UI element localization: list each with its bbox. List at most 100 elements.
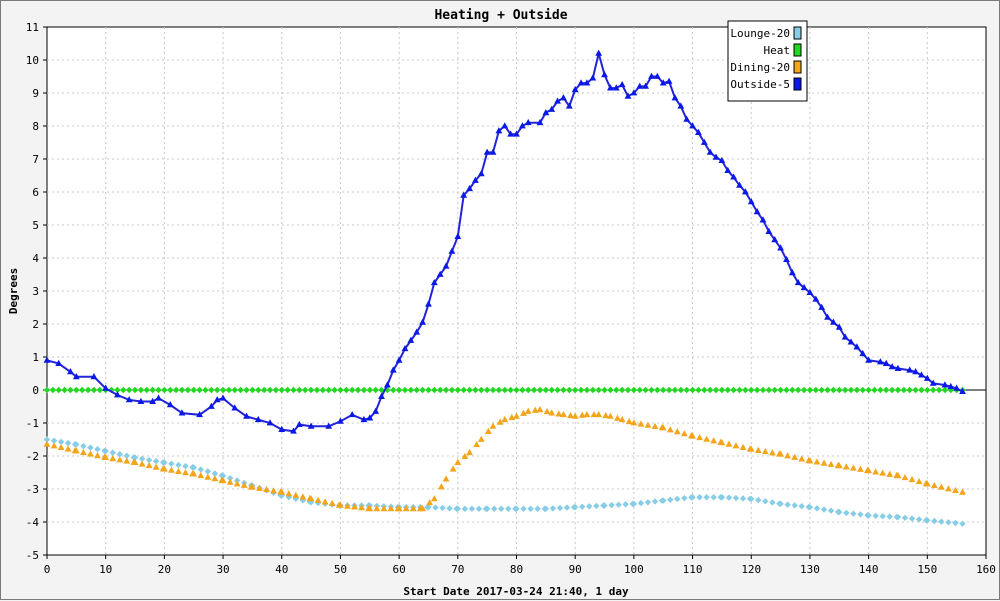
- data-point-dining: [513, 412, 520, 419]
- data-point-lounge: [915, 516, 923, 523]
- data-point-heat: [665, 386, 673, 394]
- data-point-lounge: [630, 500, 638, 508]
- data-point-outside: [489, 148, 497, 155]
- data-point-outside: [648, 72, 655, 79]
- data-point-outside: [495, 127, 503, 134]
- data-point-dining: [351, 503, 358, 510]
- data-point-dining: [602, 411, 610, 419]
- legend: Lounge-20 Heat Dining-20 Outside-5: [727, 20, 808, 102]
- data-point-heat: [806, 386, 814, 394]
- data-point-dining: [651, 422, 659, 429]
- data-point-outside: [812, 295, 820, 302]
- data-point-heat: [636, 386, 643, 394]
- data-point-dining: [696, 433, 704, 441]
- x-tick-label: 100: [624, 563, 644, 576]
- data-point-lounge: [791, 502, 798, 509]
- data-point-outside: [818, 303, 826, 310]
- data-point-outside: [518, 122, 526, 129]
- data-point-dining: [673, 428, 681, 435]
- data-point-dining: [901, 473, 909, 481]
- y-tick-label: 11: [26, 21, 39, 34]
- data-point-heat: [912, 386, 919, 394]
- data-point-heat: [79, 386, 86, 394]
- data-point-heat: [607, 386, 614, 394]
- data-point-outside: [560, 94, 567, 101]
- data-point-outside: [72, 373, 80, 380]
- x-tick-label: 140: [859, 563, 879, 576]
- data-point-outside: [753, 208, 761, 215]
- data-point-dining: [625, 417, 633, 425]
- data-point-outside: [929, 379, 937, 386]
- data-point-outside: [166, 401, 174, 408]
- data-point-lounge: [660, 497, 667, 504]
- data-point-heat: [437, 386, 444, 394]
- data-point-lounge: [513, 505, 520, 512]
- y-tick-label: 0: [32, 384, 39, 397]
- data-point-lounge: [622, 501, 629, 508]
- data-point-dining: [419, 505, 426, 512]
- data-point-dining: [204, 473, 212, 480]
- data-point-heat: [178, 386, 186, 394]
- data-point-dining: [321, 498, 329, 505]
- data-point-heat: [554, 386, 561, 394]
- data-point-outside: [295, 420, 303, 428]
- data-point-lounge: [138, 455, 146, 463]
- data-point-lounge: [952, 519, 959, 527]
- data-point-outside: [847, 338, 855, 345]
- data-point-dining: [395, 505, 403, 512]
- data-point-heat: [442, 386, 450, 394]
- x-tick-label: 80: [510, 563, 523, 576]
- data-point-lounge: [710, 494, 717, 501]
- data-point-heat: [202, 386, 209, 394]
- data-point-dining: [703, 435, 711, 442]
- data-point-dining: [366, 505, 374, 512]
- data-point-heat: [677, 386, 685, 394]
- data-point-heat: [753, 386, 761, 394]
- data-point-heat: [49, 386, 57, 394]
- data-point-heat: [149, 386, 156, 394]
- data-point-outside: [888, 363, 896, 370]
- data-point-dining: [160, 465, 168, 472]
- data-point-outside: [542, 109, 550, 116]
- data-point-outside: [290, 427, 297, 434]
- data-point-outside: [513, 130, 520, 137]
- data-point-heat: [613, 386, 620, 394]
- y-tick-label: -5: [26, 549, 39, 562]
- data-point-dining: [806, 457, 814, 464]
- data-point-outside: [254, 415, 262, 423]
- data-point-dining: [211, 475, 219, 482]
- data-point-lounge: [748, 495, 755, 503]
- data-point-dining: [590, 410, 598, 418]
- data-point-lounge: [468, 505, 476, 512]
- data-point-heat: [401, 386, 409, 394]
- data-point-outside: [307, 422, 315, 429]
- data-point-outside: [383, 381, 391, 388]
- data-point-heat: [929, 386, 937, 394]
- data-point-heat: [765, 386, 773, 394]
- data-point-dining: [240, 481, 248, 488]
- data-point-lounge: [696, 494, 703, 501]
- data-point-outside: [636, 82, 644, 89]
- data-point-dining: [583, 410, 591, 418]
- data-point-dining: [725, 440, 733, 447]
- data-point-outside: [196, 410, 203, 418]
- data-point-dining: [908, 475, 916, 483]
- data-point-heat: [137, 386, 145, 394]
- data-point-lounge: [556, 504, 564, 512]
- data-point-dining: [659, 424, 667, 431]
- data-point-heat: [824, 386, 831, 394]
- y-tick-label: -4: [26, 516, 40, 529]
- data-point-dining: [820, 459, 828, 466]
- data-point-heat: [759, 386, 767, 394]
- data-point-heat: [472, 386, 479, 394]
- data-point-dining: [484, 427, 492, 434]
- data-point-heat: [260, 386, 268, 394]
- data-point-heat: [448, 386, 456, 394]
- data-point-lounge: [593, 502, 600, 510]
- data-point-dining: [644, 421, 652, 428]
- data-point-dining: [380, 505, 388, 512]
- data-point-dining: [923, 480, 931, 487]
- data-point-outside: [565, 102, 573, 109]
- data-point-dining: [637, 420, 645, 427]
